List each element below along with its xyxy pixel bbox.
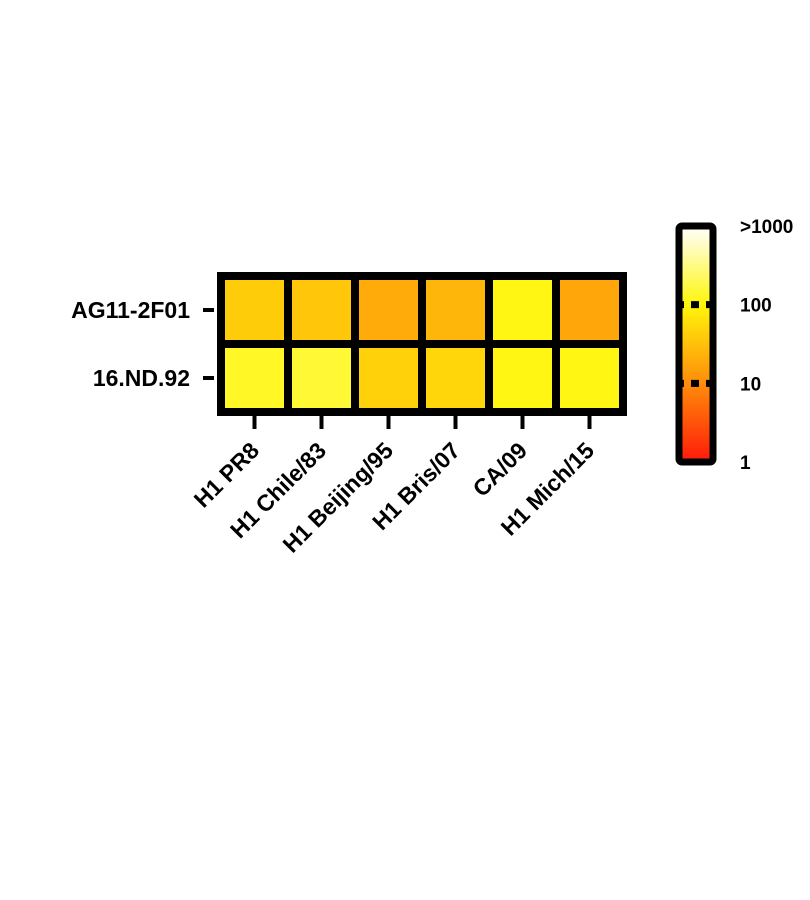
column-label: CA/09	[468, 437, 532, 501]
heatmap-cell	[552, 340, 627, 416]
heatmap-cell	[485, 340, 560, 416]
colorbar-tick-label: 100	[740, 296, 772, 317]
row-label: AG11-2F01	[71, 297, 190, 323]
row-label: 16.ND.92	[93, 365, 190, 391]
heatmap-cell	[418, 272, 493, 348]
heatmap-cell	[284, 340, 359, 416]
colorbar-tick-label: 10	[740, 374, 761, 395]
heatmap-border	[217, 272, 627, 416]
colorbar-tick-label: 1	[740, 453, 751, 474]
heatmap-cell	[351, 272, 426, 348]
heatmap-cell	[351, 340, 426, 416]
heatmap-cell	[284, 272, 359, 348]
heatmap-cell	[217, 272, 292, 348]
heatmap-cell	[485, 272, 560, 348]
colorbar-gradient	[675, 222, 717, 466]
heatmap-cell	[418, 340, 493, 416]
colorbar-tick-label: >1000	[740, 217, 793, 238]
heatmap-cell	[217, 340, 292, 416]
heatmap-cell	[552, 272, 627, 348]
colorbar: 1 10 100 >1000	[675, 217, 793, 474]
